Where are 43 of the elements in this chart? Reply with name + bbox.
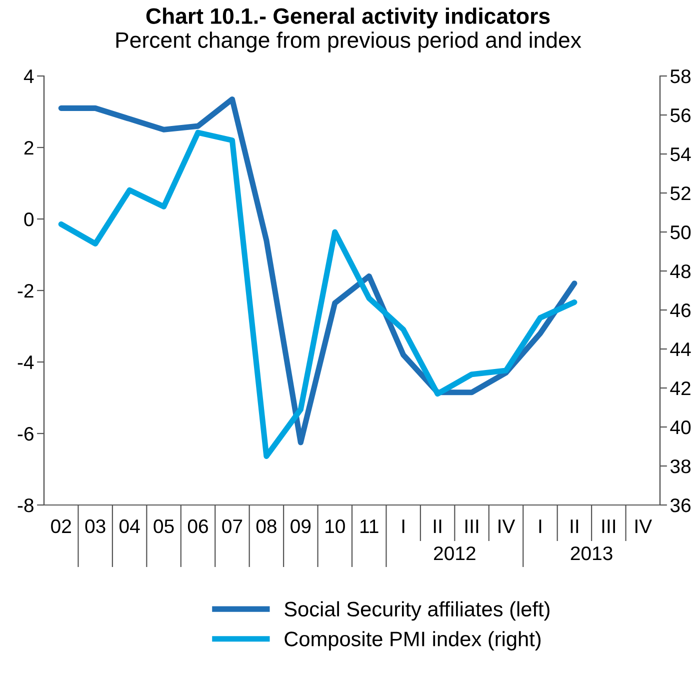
y2-tick-label: 48 [670,264,691,278]
y2-tick-label: 46 [670,303,690,318]
x-tick-label: 10 [326,519,345,534]
y2-tick-label: 54 [670,148,691,162]
y2-tick-label: 42 [670,381,690,396]
y-tick-label: -2 [18,284,34,298]
y-tick-label: -8 [18,498,34,512]
y2-tick-label: 38 [670,459,691,474]
x-tick-label: 08 [256,519,276,534]
x-tick-label: 07 [222,519,242,534]
x-tick-label: IV [636,520,652,533]
legend-label: Social Security affiliates (left) [284,601,550,621]
x-tick-label: 09 [290,519,311,534]
text: 2012 [434,546,476,560]
x-tick-label: 03 [85,519,106,534]
x-tick-label: III [465,520,478,533]
x-tick-label: II [434,520,442,533]
x-tick-label: 02 [51,519,71,534]
y-tick-label: 0 [24,212,34,226]
x-tick-label: 11 [360,520,378,533]
y2-tick-label: 44 [670,342,691,356]
x-tick-label: 06 [188,519,208,534]
y2-tick-label: 40 [670,420,691,434]
y-tick-label: 2 [24,140,34,155]
x-tick-label: I [539,520,542,533]
x-tick-label: I [402,520,404,533]
text: 2013 [570,546,612,560]
legend-label: Composite PMI index (right) [284,631,541,650]
y2-tick-label: 50 [670,225,691,240]
y2-tick-label: 36 [670,498,690,512]
x-tick-label: 05 [154,519,174,534]
y2-tick-label: 52 [670,186,690,200]
chart-subtitle: Percent change from previous period and index [116,32,582,52]
y-tick-label: -4 [18,356,34,370]
y-tick-label: 4 [24,70,34,84]
y-tick-label: -6 [18,426,34,441]
y2-tick-label: 58 [670,69,691,84]
x-tick-label: 04 [120,519,140,534]
chart-title: Chart 10.1.- General activity indicators [146,8,550,28]
x-tick-label: III [602,520,615,533]
y2-tick-label: 56 [670,108,690,122]
x-tick-label: II [570,520,578,533]
x-tick-label: IV [498,520,516,533]
